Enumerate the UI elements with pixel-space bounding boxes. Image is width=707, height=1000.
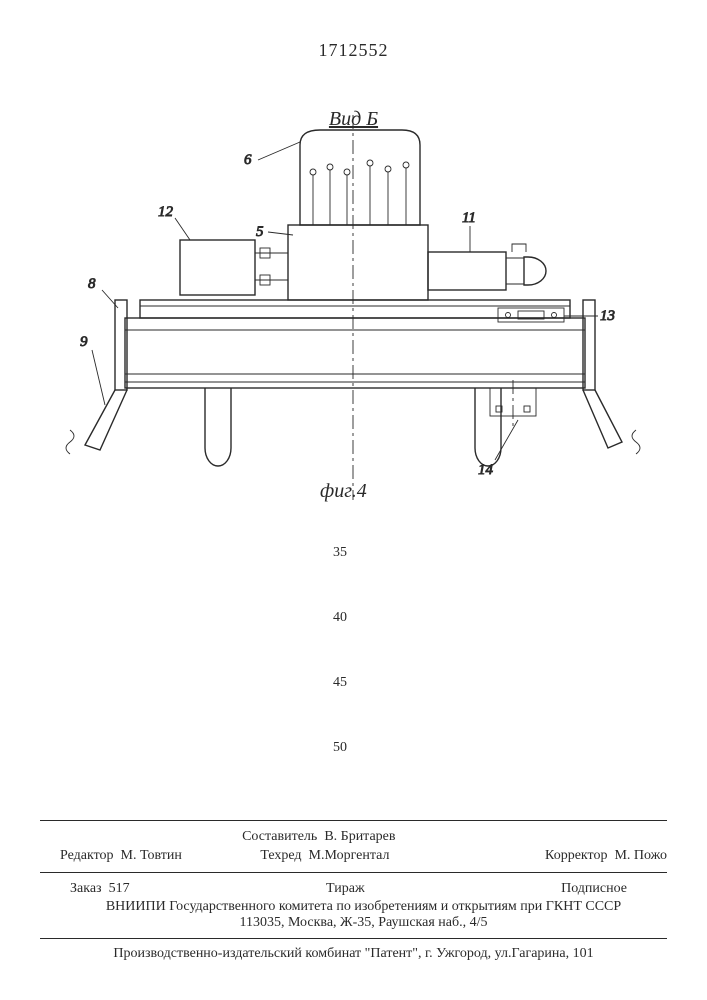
divider <box>40 872 667 873</box>
corrector-name: М. Пожо <box>614 848 667 863</box>
editor-name: М. Товтин <box>121 848 182 863</box>
compiler-label: Составитель <box>242 829 317 844</box>
order-number: 517 <box>109 881 130 896</box>
compiler-name: В. Бритарев <box>324 829 395 844</box>
line-num: 45 <box>320 675 360 691</box>
label-14: 14 <box>478 462 494 478</box>
view-label: Вид Б <box>0 108 707 131</box>
line-num: 50 <box>320 740 360 756</box>
patent-number: 1712552 <box>0 40 707 61</box>
label-8: 8 <box>88 276 96 292</box>
order-label: Заказ <box>70 881 102 896</box>
figure-caption: фиг.4 <box>320 480 367 503</box>
divider <box>40 938 667 939</box>
order-block: Заказ 517 Тираж Подписное ВНИИПИ Государ… <box>60 878 667 931</box>
line-num: 40 <box>320 610 360 626</box>
divider <box>40 820 667 821</box>
label-6: 6 <box>244 152 252 168</box>
org-line1: ВНИИПИ Государственного комитета по изоб… <box>60 899 667 915</box>
techred-name: М.Моргентал <box>309 848 390 863</box>
tirazh-label: Тираж <box>326 881 365 897</box>
techred-label: Техред <box>260 848 301 863</box>
org-line2: 113035, Москва, Ж-35, Раушская наб., 4/5 <box>60 915 667 931</box>
label-5: 5 <box>256 224 264 240</box>
footer-line: Производственно-издательский комбинат "П… <box>0 946 707 962</box>
figure-4: 6 5 12 11 8 9 13 1 <box>0 130 707 530</box>
corrector-label: Корректор <box>545 848 607 863</box>
label-9: 9 <box>80 334 88 350</box>
label-13: 13 <box>600 308 615 324</box>
label-12: 12 <box>158 204 174 220</box>
editor-label: Редактор <box>60 848 114 863</box>
subscription-label: Подписное <box>561 881 627 897</box>
line-num: 35 <box>320 545 360 561</box>
credits-block: Составитель В. Бритарев Редактор М. Товт… <box>60 828 667 866</box>
label-11: 11 <box>462 210 476 226</box>
